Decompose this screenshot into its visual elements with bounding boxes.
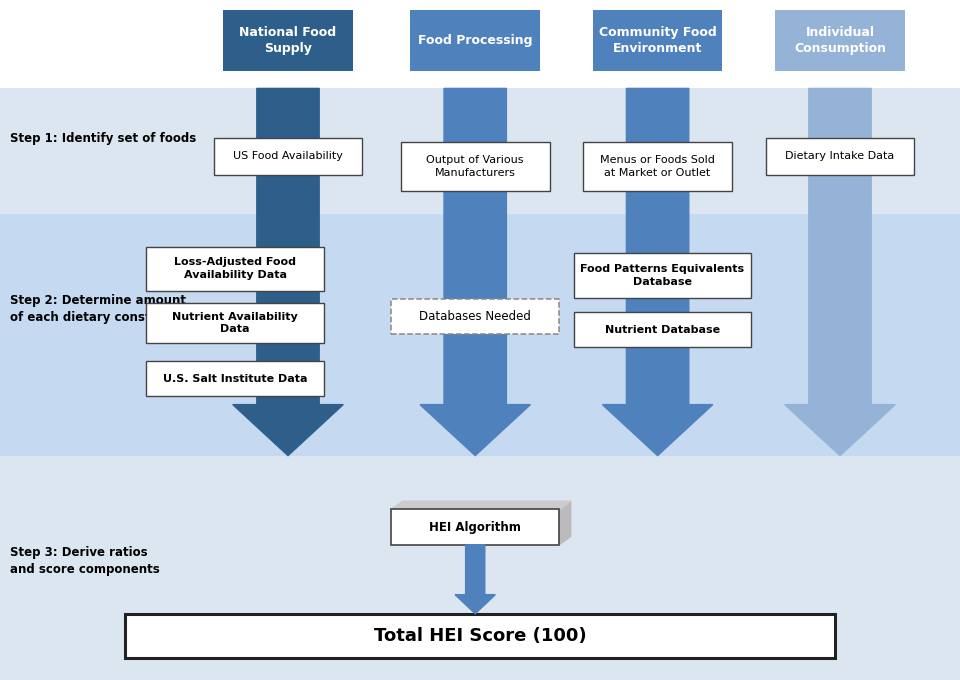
Text: Loss-Adjusted Food
Availability Data: Loss-Adjusted Food Availability Data xyxy=(174,258,297,279)
Bar xyxy=(400,142,549,191)
Bar xyxy=(593,10,723,71)
Polygon shape xyxy=(603,88,712,456)
Bar xyxy=(573,254,751,298)
Bar xyxy=(0,0,960,88)
Text: Nutrient Availability
Data: Nutrient Availability Data xyxy=(173,312,298,334)
Text: Food Processing: Food Processing xyxy=(418,34,533,48)
Text: Menus or Foods Sold
at Market or Outlet: Menus or Foods Sold at Market or Outlet xyxy=(600,156,715,177)
Polygon shape xyxy=(392,501,570,509)
Bar xyxy=(411,10,540,71)
Text: Step 2: Determine amount
of each dietary constituent: Step 2: Determine amount of each dietary… xyxy=(10,294,190,324)
Polygon shape xyxy=(784,88,895,456)
Bar xyxy=(392,299,559,334)
Text: Databases Needed: Databases Needed xyxy=(420,309,531,323)
Bar xyxy=(146,247,324,291)
Text: Dietary Intake Data: Dietary Intake Data xyxy=(785,152,895,161)
Polygon shape xyxy=(232,88,344,456)
Text: Individual
Consumption: Individual Consumption xyxy=(794,27,886,55)
Text: National Food
Supply: National Food Supply xyxy=(239,27,337,55)
Bar xyxy=(0,214,960,456)
Text: Nutrient Database: Nutrient Database xyxy=(605,325,720,335)
Bar xyxy=(0,88,960,214)
Text: Step 1: Identify set of foods: Step 1: Identify set of foods xyxy=(10,131,196,145)
Text: Food Patterns Equivalents
Database: Food Patterns Equivalents Database xyxy=(581,265,744,286)
Bar xyxy=(0,456,960,680)
Bar xyxy=(146,303,324,343)
Text: Output of Various
Manufacturers: Output of Various Manufacturers xyxy=(426,156,524,177)
Text: Community Food
Environment: Community Food Environment xyxy=(599,27,716,55)
Bar xyxy=(392,509,559,545)
Text: US Food Availability: US Food Availability xyxy=(233,152,343,161)
Text: Step 3: Derive ratios
and score components: Step 3: Derive ratios and score componen… xyxy=(10,546,159,576)
Polygon shape xyxy=(455,545,495,613)
Bar xyxy=(573,312,751,347)
Polygon shape xyxy=(559,501,570,545)
Bar xyxy=(213,137,362,175)
Bar xyxy=(125,613,835,658)
Bar xyxy=(223,10,353,71)
Text: U.S. Salt Institute Data: U.S. Salt Institute Data xyxy=(163,374,307,384)
Bar xyxy=(584,142,732,191)
Text: Total HEI Score (100): Total HEI Score (100) xyxy=(373,627,587,645)
Bar xyxy=(146,361,324,396)
Text: HEI Algorithm: HEI Algorithm xyxy=(429,520,521,534)
Bar xyxy=(766,137,915,175)
Polygon shape xyxy=(420,88,530,456)
Bar xyxy=(776,10,904,71)
